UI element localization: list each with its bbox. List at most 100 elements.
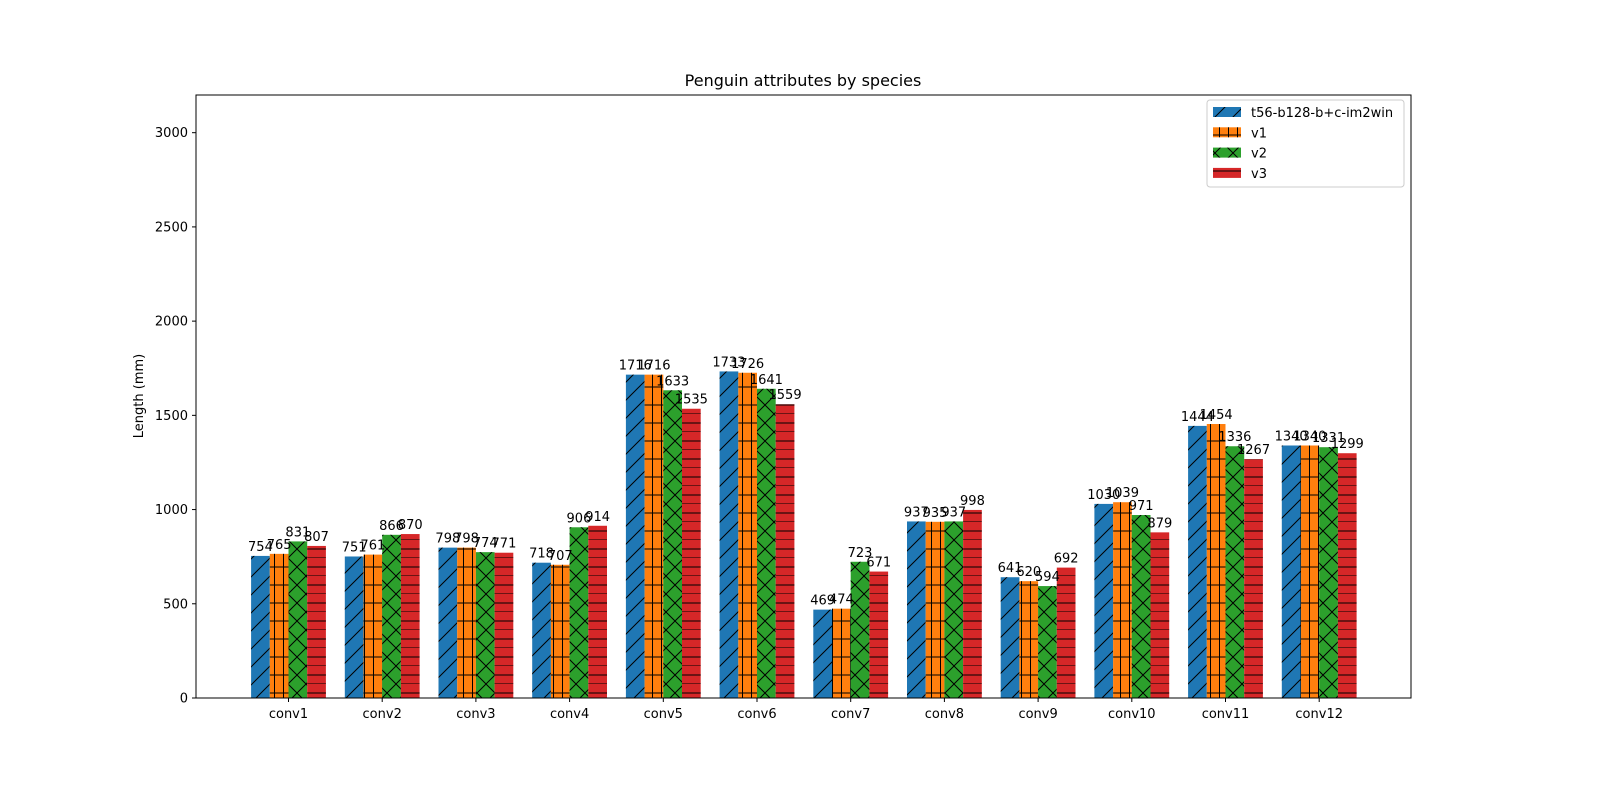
value-label: 594 — [1035, 570, 1060, 585]
legend-swatch-hatch — [1213, 147, 1241, 158]
bar-hatch-conv10-series-0 — [1094, 503, 1114, 698]
bar-hatch-conv7-series-0 — [813, 609, 832, 698]
chart-title: Penguin attributes by species — [685, 71, 922, 90]
value-label: 971 — [1129, 499, 1154, 514]
value-label: 1641 — [750, 373, 783, 388]
bar-hatch-conv8-series-2 — [944, 521, 964, 698]
bar-hatch-conv2-series-1 — [363, 554, 383, 698]
bar-hatch-conv12-series-3 — [1337, 453, 1357, 698]
value-label: 469 — [810, 594, 835, 609]
value-label: 1444 — [1181, 410, 1214, 425]
bar-hatch-conv6-series-2 — [757, 388, 776, 698]
bar-hatch-conv10-series-3 — [1150, 532, 1170, 698]
legend: t56-b128-b+c-im2win v1 v2 v3 — [1206, 99, 1405, 188]
value-label: 879 — [1147, 516, 1172, 531]
value-label: 798 — [435, 532, 460, 547]
x-tick-label: conv2 — [363, 707, 402, 722]
value-label: 807 — [304, 530, 329, 545]
bar-hatch-conv1-series-3 — [307, 545, 326, 698]
bar-hatch-conv7-series-1 — [832, 608, 851, 698]
value-label: 1340 — [1293, 429, 1326, 444]
value-label: 707 — [548, 549, 573, 564]
value-label: 906 — [567, 511, 592, 526]
y-tick-label: 2000 — [155, 315, 188, 330]
bar-hatch-conv6-series-0 — [719, 371, 739, 698]
value-label: 1535 — [675, 393, 708, 408]
bar-hatch-conv2-series-0 — [344, 556, 364, 698]
x-tick-label: conv1 — [269, 707, 308, 722]
value-label: 1454 — [1200, 408, 1233, 423]
x-tick-label: conv9 — [1018, 707, 1057, 722]
value-label: 1716 — [619, 359, 652, 374]
legend-swatch-hatch — [1213, 167, 1241, 178]
value-label: 620 — [1016, 565, 1041, 580]
value-label: 914 — [585, 510, 610, 525]
bar-hatch-conv10-series-2 — [1131, 515, 1151, 698]
value-label: 671 — [866, 556, 891, 571]
value-label: 870 — [398, 518, 423, 533]
y-tick-label: 2500 — [155, 220, 188, 235]
bar-hatch-conv3-series-1 — [457, 547, 476, 698]
bars-group — [251, 371, 1357, 698]
legend-swatch-hatch — [1213, 127, 1241, 138]
bar-hatch-conv4-series-3 — [588, 525, 607, 698]
bar-hatch-conv2-series-2 — [382, 534, 401, 698]
value-label: 1726 — [731, 357, 764, 372]
value-label: 937 — [941, 505, 966, 520]
legend-label: t56-b128-b+c-im2win — [1251, 106, 1393, 121]
x-tick-label: conv5 — [644, 707, 683, 722]
x-tick-label: conv8 — [925, 707, 964, 722]
value-label: 723 — [848, 546, 873, 561]
value-label: 474 — [829, 593, 854, 608]
bar-hatch-conv12-series-1 — [1300, 445, 1320, 698]
value-label: 1039 — [1106, 486, 1139, 501]
x-tick-label: conv7 — [831, 707, 870, 722]
value-label: 751 — [342, 540, 367, 555]
bar-hatch-conv4-series-0 — [532, 562, 551, 698]
y-tick-label: 3000 — [155, 126, 188, 141]
y-tick-label: 1000 — [155, 503, 188, 518]
x-tick-label: conv4 — [550, 707, 589, 722]
bar-hatch-conv9-series-1 — [1019, 581, 1039, 698]
bar-hatch-conv6-series-3 — [775, 404, 795, 698]
bar-hatch-conv8-series-0 — [907, 521, 926, 698]
value-label: 718 — [529, 547, 554, 562]
bar-hatch-conv9-series-3 — [1056, 567, 1076, 698]
x-tick-label: conv12 — [1295, 707, 1343, 722]
bar-hatch-conv4-series-1 — [550, 564, 570, 698]
value-label: 1733 — [712, 355, 745, 370]
bar-hatch-conv11-series-3 — [1244, 459, 1263, 698]
y-axis: 0 500 1000 1500 2000 2500 3000 — [155, 126, 196, 707]
value-label: 1336 — [1218, 430, 1251, 445]
y-tick-label: 1500 — [155, 409, 188, 424]
value-label: 798 — [454, 532, 479, 547]
value-label: 998 — [960, 494, 985, 509]
x-tick-label: conv11 — [1202, 707, 1250, 722]
value-label: 1633 — [656, 374, 689, 389]
bar-hatch-conv3-series-3 — [494, 552, 514, 698]
value-label: 692 — [1054, 552, 1079, 567]
bar-hatch-conv4-series-2 — [569, 527, 589, 698]
y-axis-label: Length (mm) — [132, 354, 147, 438]
bar-hatch-conv10-series-1 — [1113, 502, 1132, 698]
bar-hatch-conv12-series-0 — [1281, 445, 1301, 698]
value-label: 774 — [473, 536, 498, 551]
bar-hatch-conv1-series-1 — [269, 553, 289, 698]
value-label: 866 — [379, 519, 404, 534]
legend-label: v2 — [1251, 147, 1267, 162]
bar-hatch-conv7-series-3 — [869, 571, 889, 698]
bar-hatch-conv6-series-1 — [738, 372, 757, 698]
value-label: 1559 — [769, 388, 802, 403]
value-label: 771 — [492, 537, 517, 552]
bar-hatch-conv1-series-0 — [251, 555, 270, 698]
legend-label: v3 — [1251, 167, 1267, 182]
bar-hatch-conv5-series-1 — [644, 374, 664, 698]
bar-hatch-conv9-series-2 — [1038, 586, 1057, 698]
bar-hatch-conv3-series-2 — [475, 552, 495, 698]
bar-hatch-conv5-series-0 — [625, 374, 645, 698]
value-label: 754 — [248, 540, 273, 555]
value-label: 761 — [360, 539, 385, 554]
legend-swatch-hatch — [1213, 107, 1241, 117]
value-label: 1340 — [1275, 429, 1308, 444]
